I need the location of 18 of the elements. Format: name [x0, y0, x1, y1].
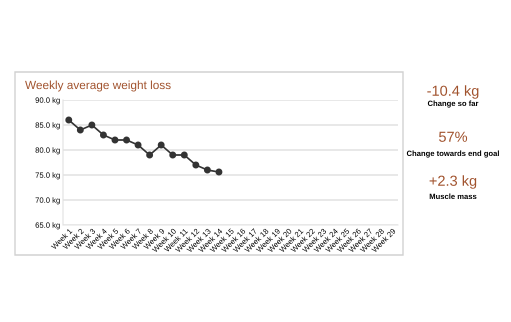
- point: [169, 152, 176, 158]
- point: [192, 162, 200, 168]
- point: [204, 166, 211, 174]
- point: [180, 152, 188, 158]
- text: -10.4 kg: [427, 85, 478, 99]
- point: [215, 168, 222, 176]
- point: [134, 142, 142, 148]
- point: [112, 136, 118, 144]
- chart-title: Weekly average weight loss: [25, 80, 171, 92]
- text: 57%: [438, 132, 468, 142]
- point: [65, 116, 72, 124]
- point: [100, 132, 107, 138]
- point: [158, 142, 165, 148]
- point: [76, 126, 84, 134]
- point: [146, 152, 154, 158]
- point: [123, 136, 130, 144]
- text: +2.3 kg: [430, 175, 476, 189]
- point: [88, 122, 96, 128]
